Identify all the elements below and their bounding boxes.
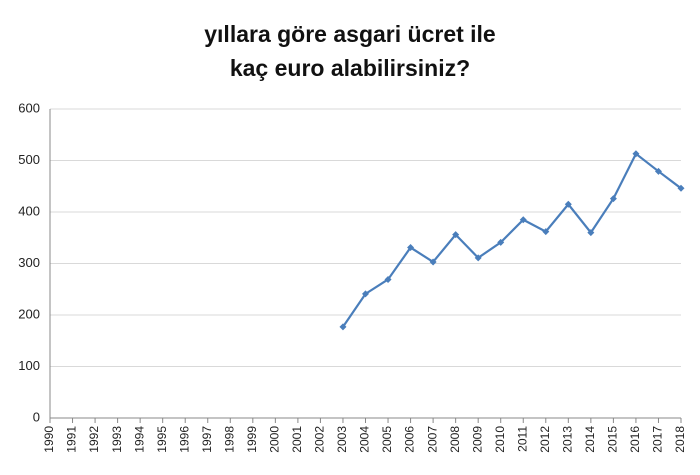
data-point	[474, 254, 482, 262]
y-tick-label: 100	[18, 358, 40, 373]
x-tick-label: 2017	[651, 426, 665, 453]
y-tick-label: 600	[18, 100, 40, 115]
x-tick-label: 1998	[222, 426, 236, 453]
x-tick-label: 2011	[515, 426, 529, 452]
y-tick-label: 200	[18, 306, 40, 321]
x-tick-label: 1994	[132, 426, 146, 453]
x-tick-label: 1996	[177, 426, 191, 453]
x-tick-label: 1997	[200, 426, 214, 453]
x-tick-label: 2007	[425, 426, 439, 453]
data-point	[519, 216, 527, 224]
data-point	[384, 275, 392, 283]
data-point	[362, 290, 369, 298]
x-tick-label: 2010	[493, 426, 507, 453]
data-line	[342, 152, 682, 328]
x-tick-label: 2008	[448, 426, 462, 453]
y-tick-label: 0	[33, 409, 40, 424]
y-tick-label: 300	[18, 255, 40, 270]
data-point	[677, 184, 685, 192]
x-tick-label: 2009	[470, 426, 484, 453]
x-tick-label: 1992	[87, 426, 101, 453]
data-point	[564, 200, 572, 208]
x-tick-label: 1990	[42, 426, 56, 453]
x-tick-label: 2013	[560, 426, 574, 453]
data-point	[497, 238, 505, 246]
x-tick-label: 2012	[538, 426, 552, 453]
y-tick-label: 500	[18, 152, 40, 167]
data-point	[587, 229, 595, 237]
chart-title: kaç euro alabilirsiniz?	[230, 55, 470, 81]
x-tick-label: 2004	[358, 426, 372, 453]
x-tick-label: 1999	[245, 426, 259, 453]
y-tick-label: 400	[18, 203, 40, 218]
data-point	[429, 258, 437, 266]
x-tick-label: 2002	[313, 426, 327, 453]
x-tick-label: 2001	[290, 426, 304, 453]
data-point	[407, 244, 415, 252]
x-tick-label: 2003	[335, 426, 349, 453]
data-point	[654, 167, 662, 175]
x-tick-label: 2005	[380, 426, 394, 453]
chart-title: yıllara göre asgari ücret ile	[204, 21, 495, 47]
x-tick-label: 2018	[673, 426, 687, 453]
x-tick-label: 2006	[403, 426, 417, 453]
data-point	[609, 195, 617, 203]
x-tick-label: 1993	[110, 426, 124, 453]
data-point	[339, 323, 347, 331]
data-point	[542, 228, 550, 236]
x-tick-label: 2014	[583, 426, 597, 453]
data-point	[452, 231, 460, 239]
x-tick-label: 1995	[155, 426, 169, 453]
data-point	[632, 150, 640, 158]
x-tick-label: 2016	[628, 426, 642, 453]
x-tick-label: 2000	[268, 426, 282, 453]
x-tick-label: 2015	[606, 426, 620, 453]
x-tick-label: 1991	[65, 426, 79, 453]
